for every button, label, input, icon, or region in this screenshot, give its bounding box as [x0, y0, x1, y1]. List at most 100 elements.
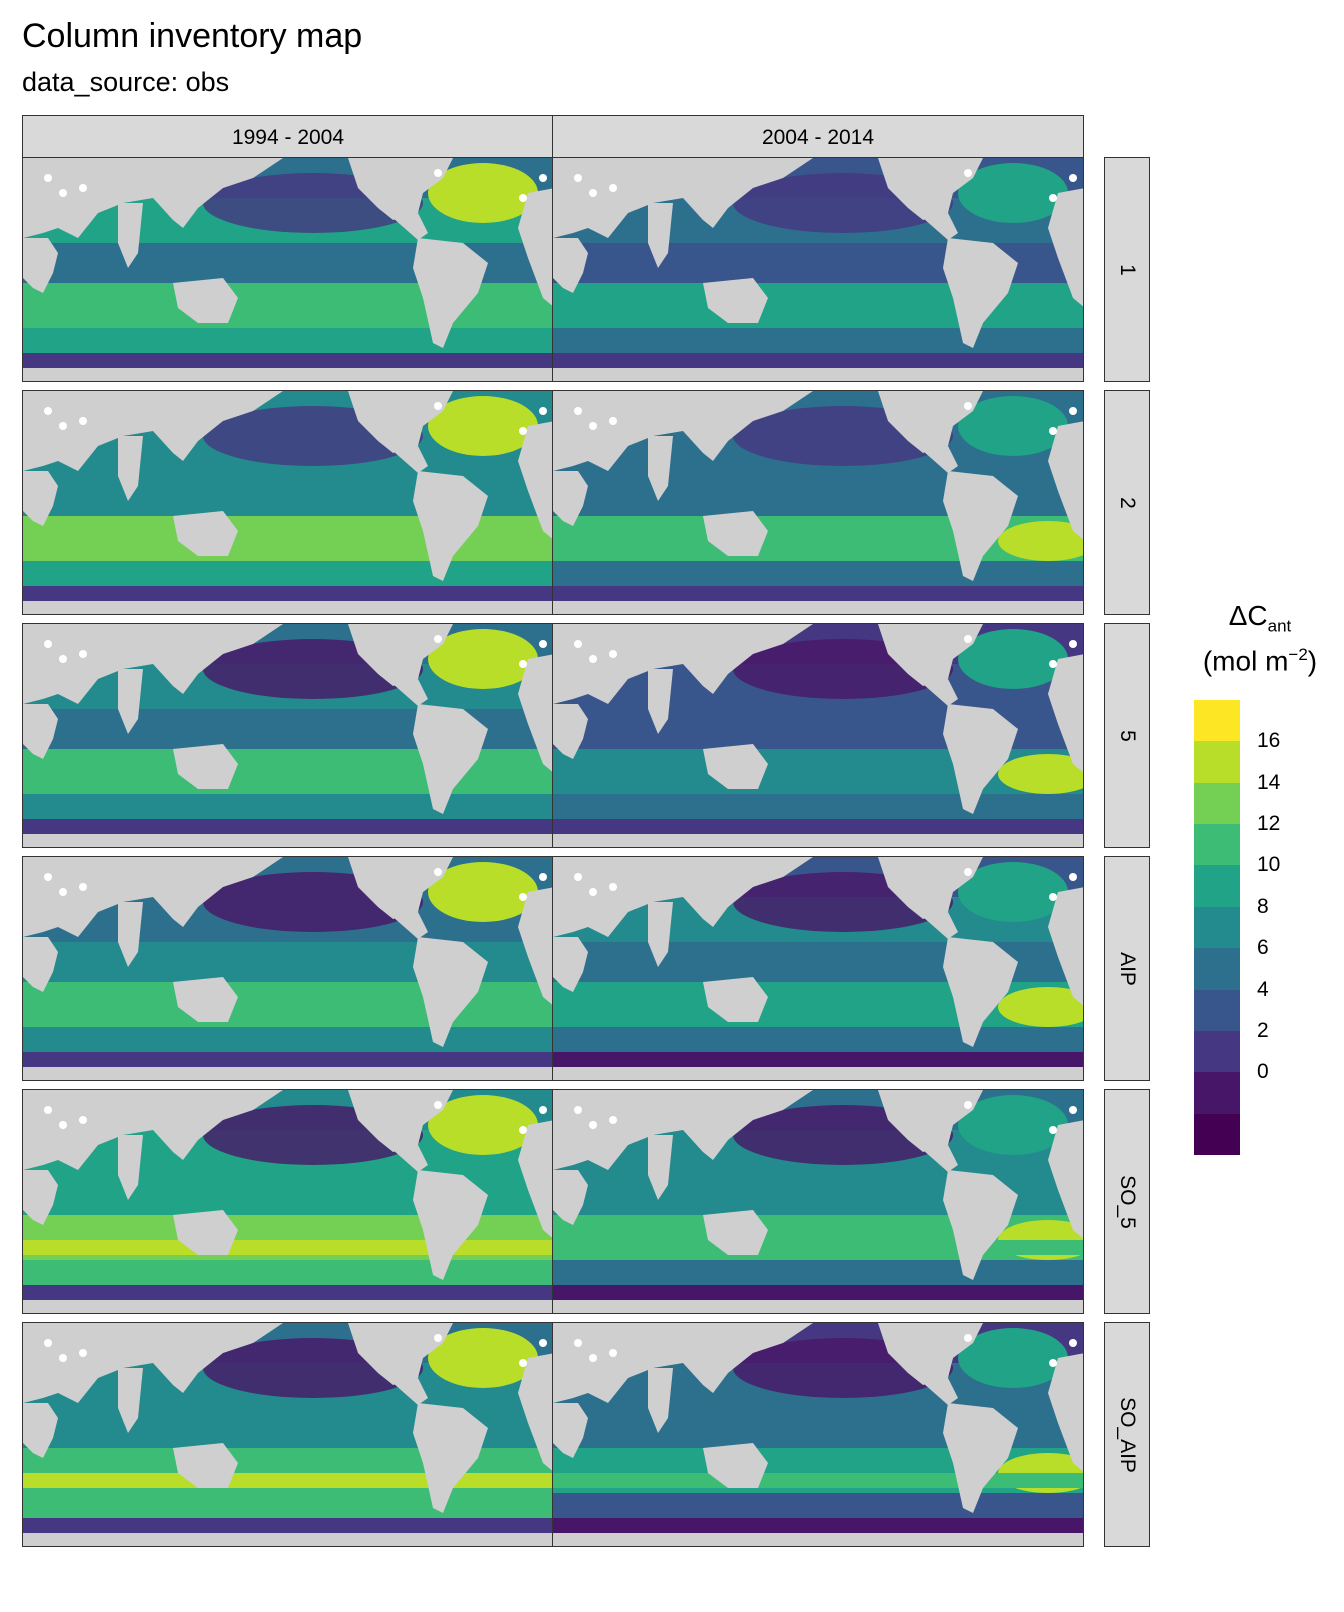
- land-mass: [648, 1368, 673, 1433]
- land-mass: [173, 511, 238, 556]
- land-mass: [553, 704, 588, 759]
- row-strip-SO_AIP: SO_AIP: [1104, 1322, 1150, 1547]
- land-mass: [878, 391, 983, 453]
- north-atlantic-patch: [958, 862, 1068, 922]
- ice-patch: [589, 189, 597, 197]
- land-mass: [23, 624, 283, 704]
- ice-patch: [434, 402, 442, 410]
- land-mass: [173, 977, 238, 1022]
- land-mass: [23, 1533, 553, 1546]
- land-mass: [553, 937, 588, 992]
- row-strip-1: 1: [1104, 157, 1150, 382]
- south-atlantic-patch: [998, 987, 1083, 1027]
- land-mass: [943, 937, 1018, 1047]
- legend-tick-label: 2: [1257, 1018, 1269, 1042]
- land-mass: [703, 744, 768, 789]
- ice-patch: [609, 883, 617, 891]
- land-mass: [413, 1170, 488, 1280]
- ice-patch: [1049, 893, 1057, 901]
- ice-patch: [1049, 194, 1057, 202]
- land-mass: [943, 704, 1018, 814]
- ice-patch: [964, 169, 972, 177]
- land-mass: [173, 1443, 238, 1488]
- land-mass: [23, 1090, 283, 1170]
- legend-tick-label: 14: [1257, 770, 1281, 794]
- legend-color-step: [1194, 865, 1240, 907]
- legend-tick-label: 12: [1257, 812, 1281, 836]
- land-mass: [23, 1323, 283, 1403]
- ocean-inventory-map: [553, 1323, 1083, 1546]
- land-mass: [923, 912, 958, 939]
- land-mass: [348, 158, 453, 220]
- north-atlantic-patch: [958, 1328, 1068, 1388]
- ocean-inventory-map: [23, 624, 553, 847]
- legend-color-step: [1194, 906, 1240, 949]
- north-atlantic-patch: [428, 163, 538, 223]
- land-mass: [23, 471, 58, 526]
- row-strip-SO_5: SO_5: [1104, 1089, 1150, 1314]
- ice-patch: [964, 635, 972, 643]
- plot-title: Column inventory map: [22, 17, 363, 55]
- land-mass: [413, 238, 488, 348]
- land-mass: [348, 624, 453, 686]
- ice-patch: [434, 635, 442, 643]
- land-mass: [393, 213, 428, 240]
- land-mass: [393, 1378, 428, 1405]
- ice-patch: [519, 1126, 527, 1134]
- ice-patch: [574, 873, 582, 881]
- southern-ocean-band: [23, 1240, 553, 1255]
- ice-patch: [539, 873, 547, 881]
- column-strip-2004-2014: 2004 - 2014: [552, 115, 1084, 160]
- land-mass: [518, 421, 553, 540]
- land-mass: [518, 887, 553, 1006]
- ocean-inventory-map: [23, 158, 553, 381]
- ocean-band: [23, 1260, 553, 1285]
- north-atlantic-patch: [428, 1095, 538, 1155]
- land-mass: [23, 1403, 58, 1458]
- map-panel-1-2004-2014: [552, 157, 1084, 382]
- ocean-inventory-map: [23, 1090, 553, 1313]
- map-panel-1-1994-2004: [22, 157, 554, 382]
- land-mass: [23, 391, 283, 471]
- ice-patch: [519, 660, 527, 668]
- land-mass: [553, 1067, 1083, 1080]
- land-mass: [648, 203, 673, 268]
- land-mass: [553, 1533, 1083, 1546]
- ice-patch: [519, 1359, 527, 1367]
- land-mass: [923, 679, 958, 706]
- ocean-inventory-map: [553, 391, 1083, 614]
- row-strip-label: SO_5: [1116, 1174, 1139, 1229]
- ice-patch: [609, 1116, 617, 1124]
- land-mass: [703, 511, 768, 556]
- legend-colorbar: [1194, 700, 1240, 1155]
- land-mass: [413, 471, 488, 581]
- row-strip-label: SO_AIP: [1116, 1396, 1139, 1473]
- ice-patch: [539, 174, 547, 182]
- ice-patch: [1069, 873, 1077, 881]
- land-mass: [118, 203, 143, 268]
- ocean-band: [23, 328, 553, 353]
- ice-patch: [519, 893, 527, 901]
- land-mass: [553, 1300, 1083, 1313]
- north-atlantic-patch: [428, 862, 538, 922]
- land-mass: [23, 704, 58, 759]
- legend-color-step: [1194, 948, 1240, 990]
- land-mass: [393, 912, 428, 939]
- ice-patch: [434, 169, 442, 177]
- south-atlantic-patch: [998, 754, 1083, 794]
- row-strip-label: 1: [1116, 263, 1139, 276]
- ice-patch: [539, 1106, 547, 1114]
- land-mass: [878, 158, 983, 220]
- land-mass: [703, 977, 768, 1022]
- map-panel-SO_5-1994-2004: [22, 1089, 554, 1314]
- ice-patch: [589, 888, 597, 896]
- land-mass: [348, 391, 453, 453]
- ice-patch: [1049, 427, 1057, 435]
- land-mass: [553, 1403, 588, 1458]
- land-mass: [518, 654, 553, 773]
- ice-patch: [434, 1334, 442, 1342]
- legend-color-step: [1194, 1072, 1240, 1114]
- map-panel-SO_5-2004-2014: [552, 1089, 1084, 1314]
- column-strip-1994-2004: 1994 - 2004: [22, 115, 554, 160]
- ocean-band: [553, 328, 1083, 353]
